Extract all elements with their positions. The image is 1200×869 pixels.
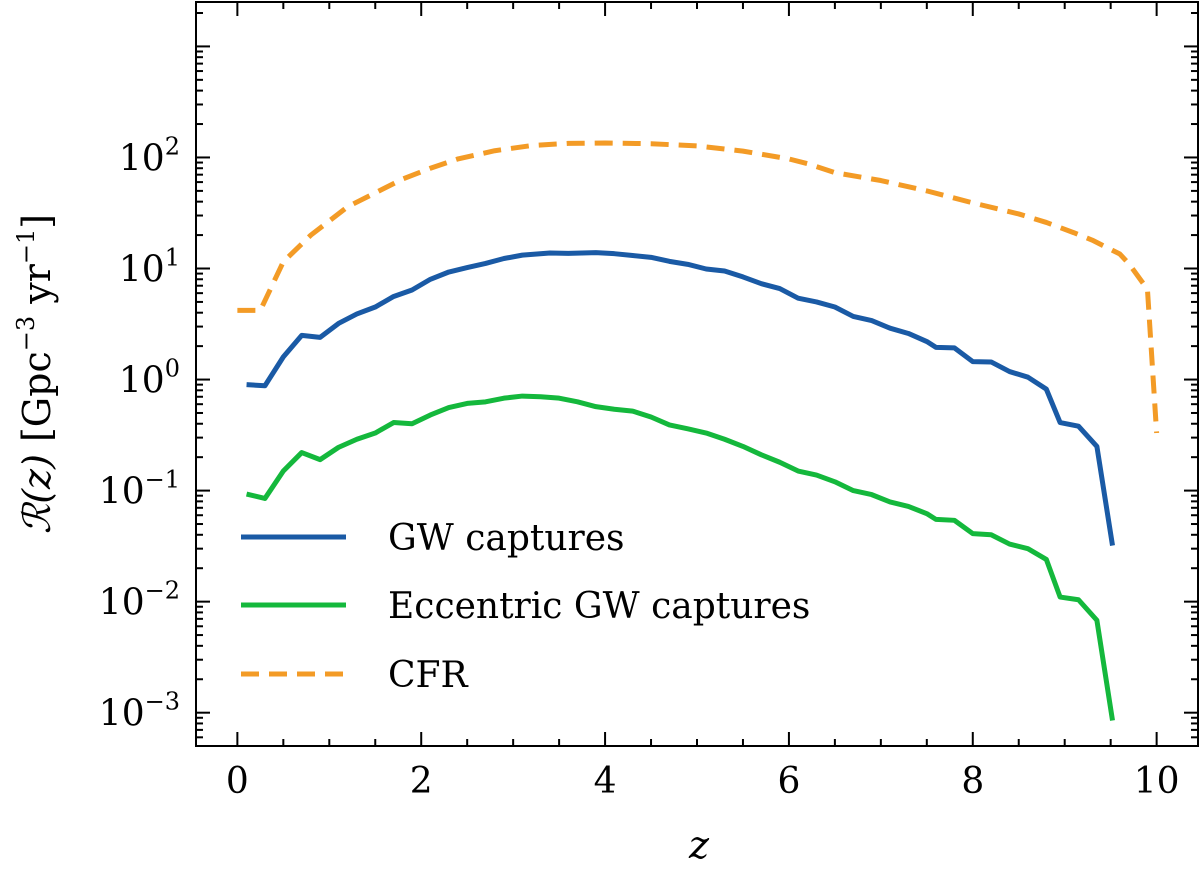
x-tick-label: 2 (410, 761, 433, 802)
x-tick-label: 4 (594, 761, 617, 802)
x-tick-label: 0 (226, 761, 249, 802)
x-axis-title: z (688, 823, 710, 867)
x-tick-label: 8 (961, 761, 984, 802)
series-layer (237, 140, 1160, 721)
x-tick-label: 10 (1134, 761, 1180, 802)
y-tick-label: 10−1 (99, 466, 180, 513)
series-line-1 (246, 250, 1115, 546)
series-line-2 (245, 393, 1115, 721)
labels-layer: 0 2 4 6 8 10 10−3 10−2 10−1 100 101 102 z ℛ(z) [Gpc−3… (12, 132, 1180, 867)
y-tick-label: 10−2 (99, 577, 180, 624)
legend-label-1: GW captures (388, 518, 625, 559)
y-tick-label: 10−3 (99, 688, 180, 735)
legend-label-3: CFR (388, 655, 469, 696)
y-tick-label: 101 (119, 244, 180, 291)
ticks-layer (196, 2, 1198, 746)
x-tick-label: 6 (777, 761, 800, 802)
y-tick-label: 100 (119, 355, 180, 402)
legend-label-2: Eccentric GW captures (388, 586, 810, 627)
plot-frame (195, 1, 1199, 747)
legend: GW captures Eccentric GW captures CFR (241, 518, 810, 696)
series-line-3 (237, 140, 1160, 434)
y-axis-title: ℛ(z) [Gpc−3 yr−1] (12, 214, 59, 534)
y-tick-label: 102 (119, 132, 180, 179)
